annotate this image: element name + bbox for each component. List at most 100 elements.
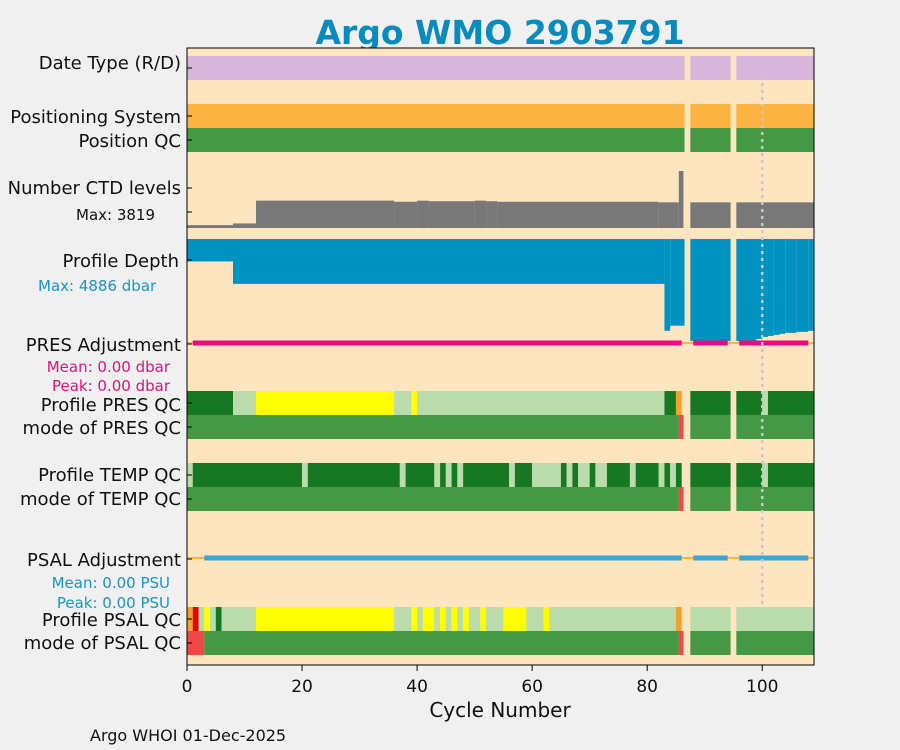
positioning-system-bar xyxy=(736,104,814,128)
profile-psal-qc-bar xyxy=(198,607,205,631)
profile-psal-qc-bar xyxy=(394,607,412,631)
mode-temp-qc-bar xyxy=(736,487,814,511)
ctd-level-bar xyxy=(187,225,234,228)
label-mode-pres-qc: mode of PRES QC xyxy=(23,418,181,439)
profile-pres-qc-bar xyxy=(767,391,814,415)
profile-temp-qc-bar xyxy=(762,463,768,487)
mode-psal-qc-bar xyxy=(690,631,731,655)
profile-pres-qc-bar xyxy=(233,391,257,415)
x-axis-label: Cycle Number xyxy=(429,698,571,722)
profile-pres-qc-bar xyxy=(256,391,395,415)
ctd-level-bar xyxy=(658,202,679,228)
profile-psal-qc-bar xyxy=(422,607,435,631)
ctd-level-bar xyxy=(690,202,731,228)
mode-pres-qc-bar xyxy=(736,415,814,439)
label-ctd-levels: Number CTD levels xyxy=(8,178,181,199)
profile-depth-bar xyxy=(796,239,809,332)
profile-psal-qc-bar xyxy=(480,607,487,631)
profile-psal-qc-bar xyxy=(690,607,731,631)
ctd-level-bar xyxy=(678,171,684,228)
pres-peak-label: Peak: 0.00 dbar xyxy=(52,377,171,395)
profile-temp-qc-bar xyxy=(457,463,464,487)
profile-pres-qc-bar xyxy=(675,391,682,415)
profile-pres-qc-bar xyxy=(762,391,768,415)
profile-psal-qc-bar xyxy=(210,607,216,631)
profile-temp-qc-bar xyxy=(463,463,510,487)
profile-depth-bar xyxy=(664,239,671,331)
profile-psal-qc-bar xyxy=(227,607,257,631)
ctd-level-bar xyxy=(233,223,257,228)
profile-depth-bar xyxy=(670,239,685,326)
ctd-level-bar xyxy=(394,201,418,228)
mode-psal-qc-bar xyxy=(204,631,679,655)
profile-temp-qc-bar xyxy=(451,463,458,487)
positioning-system-bar xyxy=(690,104,731,128)
profile-temp-qc-bar xyxy=(606,463,630,487)
date-type-bar xyxy=(736,56,814,80)
label-profile-depth: Profile Depth xyxy=(62,251,179,272)
profile-psal-qc-bar xyxy=(417,607,423,631)
ctd-level-bar xyxy=(497,201,659,228)
profile-psal-qc-bar xyxy=(526,607,544,631)
profile-psal-qc-bar xyxy=(256,607,395,631)
profile-depth-bar xyxy=(736,239,757,341)
x-tick-label: 60 xyxy=(521,677,543,697)
label-psal-adjustment: PSAL Adjustment xyxy=(27,550,181,571)
footer-text: Argo WHOI 01-Dec-2025 xyxy=(90,726,286,745)
profile-depth-bar xyxy=(779,239,786,334)
profile-psal-qc-bar xyxy=(204,607,211,631)
profile-depth-bar xyxy=(808,239,814,331)
profile-temp-qc-bar xyxy=(658,463,665,487)
positioning-system-bar xyxy=(187,104,685,128)
profile-temp-qc-bar xyxy=(307,463,400,487)
profile-temp-qc-bar xyxy=(509,463,515,487)
profile-temp-qc-bar xyxy=(445,463,452,487)
profile-depth-bar xyxy=(762,239,768,337)
profile-psal-qc-bar xyxy=(549,607,676,631)
profile-depth-bar xyxy=(785,239,797,333)
label-mode-temp-qc: mode of TEMP QC xyxy=(20,489,181,510)
profile-depth-bar xyxy=(756,239,763,339)
profile-depth-bar xyxy=(773,239,780,335)
profile-psal-qc-bar xyxy=(451,607,458,631)
profile-temp-qc-bar xyxy=(690,463,731,487)
profile-pres-qc-bar xyxy=(664,391,676,415)
ctd-level-bar xyxy=(417,200,429,228)
position-qc-bar xyxy=(690,128,731,152)
mode-psal-qc-bar xyxy=(736,631,814,655)
profile-pres-qc-bar xyxy=(411,391,418,415)
ctd-max-label: Max: 3819 xyxy=(76,206,155,224)
profile-pres-qc-bar xyxy=(417,391,665,415)
profile-psal-qc-bar xyxy=(221,607,228,631)
profile-psal-qc-bar xyxy=(463,607,469,631)
profile-pres-qc-bar xyxy=(187,391,234,415)
profile-temp-qc-bar xyxy=(664,463,671,487)
profile-temp-qc-bar xyxy=(302,463,308,487)
profile-temp-qc-bar xyxy=(670,463,676,487)
profile-psal-qc-bar xyxy=(192,607,199,631)
profile-temp-qc-bar xyxy=(629,463,636,487)
label-profile-psal-qc: Profile PSAL QC xyxy=(42,610,181,631)
profile-temp-qc-bar xyxy=(405,463,435,487)
profile-temp-qc-bar xyxy=(434,463,441,487)
profile-pres-qc-bar xyxy=(690,391,731,415)
x-tick-label: 80 xyxy=(636,677,658,697)
profile-pres-qc-bar xyxy=(394,391,412,415)
label-profile-pres-qc: Profile PRES QC xyxy=(41,395,181,416)
mode-pres-qc-bar xyxy=(678,415,684,439)
chart-marks xyxy=(187,56,814,655)
depth-max-label: Max: 4886 dbar xyxy=(38,277,157,295)
profile-temp-qc-bar xyxy=(572,463,579,487)
pres-mean-label: Mean: 0.00 dbar xyxy=(47,358,171,376)
profile-depth-bar xyxy=(767,239,774,336)
profile-temp-qc-bar xyxy=(514,463,533,487)
profile-psal-qc-bar xyxy=(445,607,452,631)
profile-temp-qc-bar xyxy=(675,463,682,487)
profile-depth-bar xyxy=(187,239,234,262)
profile-temp-qc-bar xyxy=(532,463,561,487)
mode-temp-qc-bar xyxy=(690,487,731,511)
ctd-level-bar xyxy=(256,200,395,228)
profile-temp-qc-bar xyxy=(192,463,303,487)
profile-temp-qc-bar xyxy=(566,463,573,487)
